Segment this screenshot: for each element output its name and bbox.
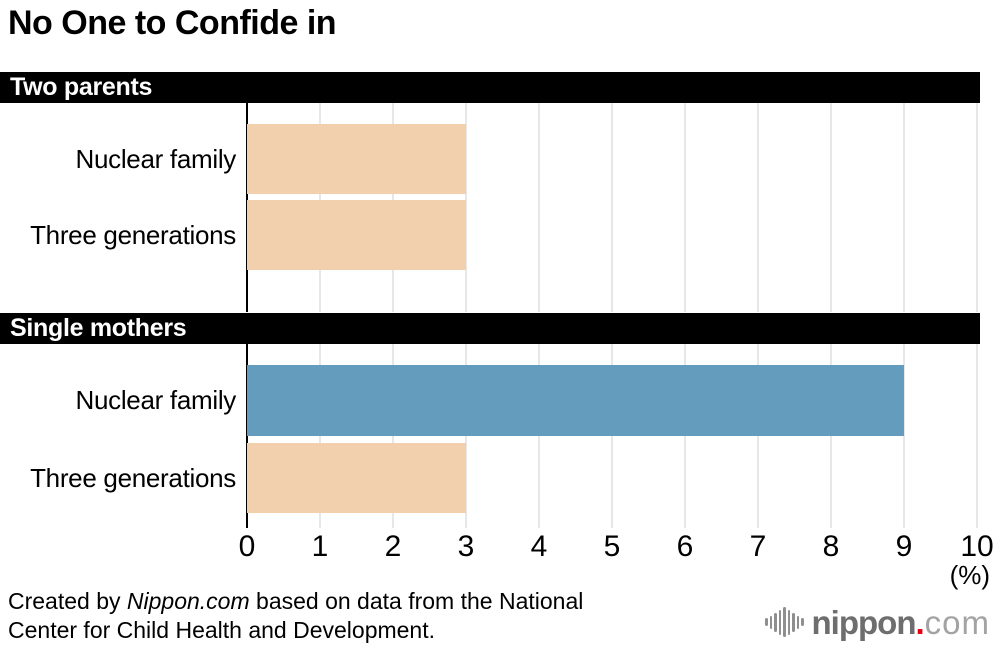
plot-area-single-mothers <box>246 344 978 528</box>
gridline-7 <box>757 103 759 312</box>
gridline-9 <box>903 103 905 312</box>
x-tick-label-3: 3 <box>457 530 475 563</box>
soundwave-bars-icon <box>765 606 804 638</box>
logo-word-nippon: nippon <box>811 603 917 641</box>
x-tick-label-7: 7 <box>749 530 767 563</box>
nippon-com-logo-text: nippon. com <box>812 606 990 639</box>
axis-zero-line <box>246 344 248 528</box>
x-axis-tick-labels: 0 1 2 3 4 5 6 7 8 9 10 <box>239 530 994 565</box>
x-tick-label-1: 1 <box>311 530 329 563</box>
soundwave-bar <box>765 618 768 626</box>
x-tick-label-6: 6 <box>676 530 694 563</box>
soundwave-bar <box>792 612 795 632</box>
x-tick-label-9: 9 <box>895 530 913 563</box>
credit-text-site-name: Nippon.com <box>126 588 250 614</box>
gridline-7 <box>757 344 759 528</box>
logo-word-com: com <box>924 603 990 641</box>
x-tick-label-0: 0 <box>238 530 256 563</box>
soundwave-bar <box>783 607 786 637</box>
gridline-8 <box>830 103 832 312</box>
credit-text-pre: Created by <box>8 588 127 614</box>
x-tick-label-5: 5 <box>603 530 621 563</box>
soundwave-bar <box>787 609 791 635</box>
gridline-9 <box>903 344 905 528</box>
row-label-three-generations: Three generations <box>30 463 236 493</box>
gridline-3 <box>465 103 467 312</box>
row-label-nuclear-family: Nuclear family <box>75 385 236 415</box>
credit-text-line2: Center for Child Health and Development. <box>8 617 436 643</box>
plot-area-two-parents <box>246 103 978 312</box>
chart-title: No One to Confide in <box>8 4 337 42</box>
gridline-4 <box>538 344 540 528</box>
row-label-three-generations: Three generations <box>30 220 236 250</box>
x-tick-label-10: 10 <box>960 530 994 563</box>
section-header-single-mothers: Single mothers <box>0 313 980 344</box>
credit-text-post: based on data from the National <box>249 588 584 614</box>
section-header-label: Single mothers <box>10 314 187 342</box>
gridline-10 <box>976 103 978 312</box>
x-axis-unit-label: (%) <box>949 560 990 590</box>
x-tick-label-8: 8 <box>822 530 840 563</box>
soundwave-bar <box>778 609 782 635</box>
gridline-5 <box>611 344 613 528</box>
gridline-6 <box>684 344 686 528</box>
row-label-nuclear-family: Nuclear family <box>75 144 236 174</box>
gridline-4 <box>538 103 540 312</box>
gridline-6 <box>684 103 686 312</box>
nippon-com-logo: nippon. com <box>765 601 990 643</box>
bar-two-parents-nuclear-family <box>247 124 466 194</box>
logo-red-dot: . <box>915 603 925 641</box>
source-credit: Created by Nippon.com based on data from… <box>8 587 638 645</box>
soundwave-bar <box>796 615 800 629</box>
x-tick-label-4: 4 <box>530 530 548 563</box>
gridline-10 <box>976 344 978 528</box>
bar-single-mothers-nuclear-family <box>247 365 904 436</box>
gridline-8 <box>830 344 832 528</box>
section-header-two-parents: Two parents <box>0 72 980 103</box>
soundwave-bar <box>769 615 773 629</box>
soundwave-bar <box>801 618 804 626</box>
x-tick-label-2: 2 <box>384 530 402 563</box>
gridline-2 <box>392 344 394 528</box>
gridline-3 <box>465 344 467 528</box>
gridline-1 <box>319 344 321 528</box>
gridline-5 <box>611 103 613 312</box>
section-header-label: Two parents <box>10 73 153 101</box>
bar-single-mothers-three-generations <box>247 443 466 513</box>
soundwave-bar <box>774 612 777 632</box>
bar-two-parents-three-generations <box>247 200 466 270</box>
